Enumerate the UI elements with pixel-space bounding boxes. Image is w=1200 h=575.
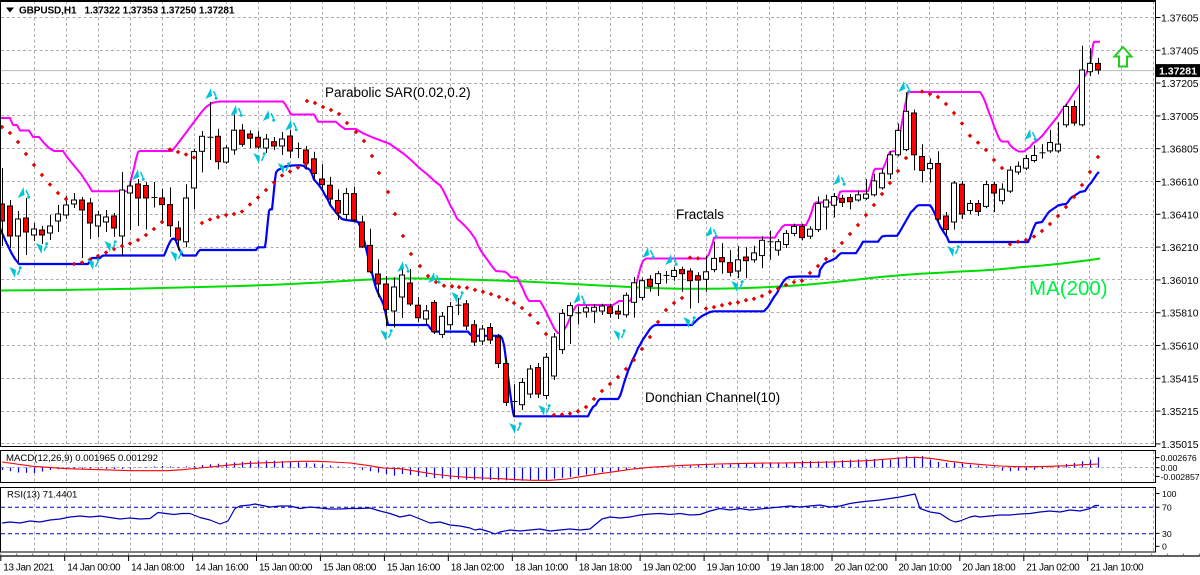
svg-text:0.00: 0.00 [1161, 463, 1178, 473]
svg-text:1.35015: 1.35015 [1161, 440, 1199, 451]
svg-text:1.37281: 1.37281 [1159, 66, 1197, 78]
svg-text:1.37605: 1.37605 [1161, 14, 1199, 25]
svg-text:14 Jan 00:00: 14 Jan 00:00 [67, 563, 121, 574]
svg-text:20 Jan 18:00: 20 Jan 18:00 [962, 563, 1016, 574]
svg-text:1.35610: 1.35610 [1161, 342, 1199, 353]
svg-text:19 Jan 10:00: 19 Jan 10:00 [707, 563, 761, 574]
svg-text:1.36610: 1.36610 [1161, 178, 1199, 189]
svg-text:14 Jan 08:00: 14 Jan 08:00 [131, 563, 185, 574]
svg-text:18 Jan 10:00: 18 Jan 10:00 [515, 563, 569, 574]
svg-text:70: 70 [1162, 503, 1172, 513]
svg-text:1.36010: 1.36010 [1161, 276, 1199, 287]
svg-text:15 Jan 00:00: 15 Jan 00:00 [259, 563, 313, 574]
svg-text:0: 0 [1162, 542, 1167, 552]
svg-text:1.37405: 1.37405 [1161, 46, 1199, 57]
svg-text:1.36410: 1.36410 [1161, 210, 1199, 221]
svg-text:13 Jan 2021: 13 Jan 2021 [3, 563, 54, 574]
svg-text:1.35810: 1.35810 [1161, 309, 1199, 320]
svg-text:14 Jan 16:00: 14 Jan 16:00 [195, 563, 249, 574]
svg-text:15 Jan 08:00: 15 Jan 08:00 [323, 563, 377, 574]
svg-text:1.35415: 1.35415 [1161, 374, 1199, 385]
svg-text:1.37005: 1.37005 [1161, 112, 1199, 123]
svg-text:1.35215: 1.35215 [1161, 407, 1199, 418]
svg-text:RSI(13) 71.4401: RSI(13) 71.4401 [7, 490, 77, 501]
svg-text:MACD(12,26,9) 0.001965 0.00129: MACD(12,26,9) 0.001965 0.001292 [6, 453, 158, 464]
svg-text:19 Jan 18:00: 19 Jan 18:00 [771, 563, 825, 574]
svg-text:30: 30 [1162, 529, 1172, 539]
svg-text:18 Jan 02:00: 18 Jan 02:00 [451, 563, 505, 574]
svg-text:1.36210: 1.36210 [1161, 243, 1199, 254]
svg-text:18 Jan 18:00: 18 Jan 18:00 [579, 563, 633, 574]
svg-text:19 Jan 02:00: 19 Jan 02:00 [643, 563, 697, 574]
svg-text:Fractals: Fractals [676, 207, 724, 222]
svg-text:15 Jan 16:00: 15 Jan 16:00 [387, 563, 441, 574]
svg-text:GBPUSD,H1 1.37322 1.37353 1.: GBPUSD,H1 1.37322 1.37353 1.37250 1.3728… [19, 6, 235, 17]
svg-text:Donchian Channel(10): Donchian Channel(10) [645, 390, 780, 405]
svg-text:Parabolic SAR(0.02,0.2): Parabolic SAR(0.02,0.2) [325, 85, 471, 100]
svg-text:100: 100 [1162, 489, 1177, 499]
svg-text:1.36805: 1.36805 [1161, 145, 1199, 156]
svg-text:0.002676: 0.002676 [1161, 453, 1197, 463]
svg-text:20 Jan 10:00: 20 Jan 10:00 [898, 563, 952, 574]
svg-text:21 Jan 10:00: 21 Jan 10:00 [1090, 563, 1144, 574]
svg-text:-0.002857: -0.002857 [1161, 472, 1200, 482]
svg-text:1.37205: 1.37205 [1161, 79, 1199, 90]
svg-text:MA(200): MA(200) [1029, 277, 1108, 300]
svg-text:20 Jan 02:00: 20 Jan 02:00 [835, 563, 889, 574]
svg-text:21 Jan 02:00: 21 Jan 02:00 [1026, 563, 1080, 574]
